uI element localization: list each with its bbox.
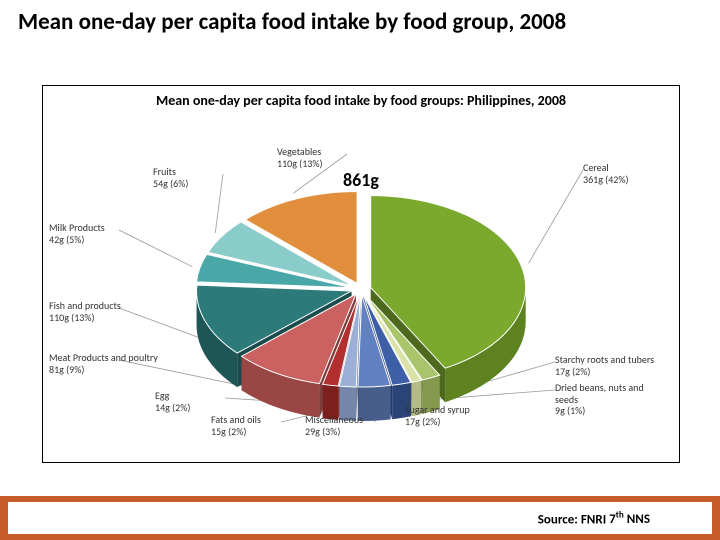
- slice-label: Milk Products42g (5%): [49, 222, 105, 245]
- slice-label: Vegetables110g (13%): [277, 146, 323, 169]
- slice-label: Cereal361g (42%): [583, 162, 629, 185]
- footer-bar: Source: FNRI 7th NNS: [0, 496, 720, 540]
- pie-chart: 861g Cereal361g (42%) Starchy roots and t…: [43, 114, 679, 462]
- slice-label: Miscellaneous29g (3%): [305, 414, 363, 437]
- slice-label: Starchy roots and tubers17g (2%): [555, 354, 654, 377]
- slice-label: Meat Products and poultry81g (9%): [49, 352, 158, 375]
- page-title: Mean one-day per capita food intake by f…: [18, 8, 566, 36]
- leader-line: [215, 174, 223, 233]
- source-text: Source: FNRI 7th NNS: [538, 510, 650, 527]
- chart-total: 861g: [343, 169, 379, 191]
- leader-line: [529, 170, 583, 263]
- slice-label: Fats and oils15g (2%): [211, 414, 261, 437]
- slice-label: Fish and products110g (13%): [49, 300, 121, 323]
- slice-label: Dried beans, nuts andseeds9g (1%): [555, 382, 644, 417]
- chart-container: Mean one-day per capita food intake by f…: [42, 85, 680, 463]
- slice-label: Fruits54g (6%): [153, 166, 188, 189]
- slice-label: Sugar and syrup17g (2%): [405, 404, 470, 427]
- chart-title: Mean one-day per capita food intake by f…: [43, 92, 679, 109]
- leader-line: [119, 308, 198, 337]
- leader-line: [119, 230, 192, 267]
- slice-label: Egg14g (2%): [155, 390, 190, 413]
